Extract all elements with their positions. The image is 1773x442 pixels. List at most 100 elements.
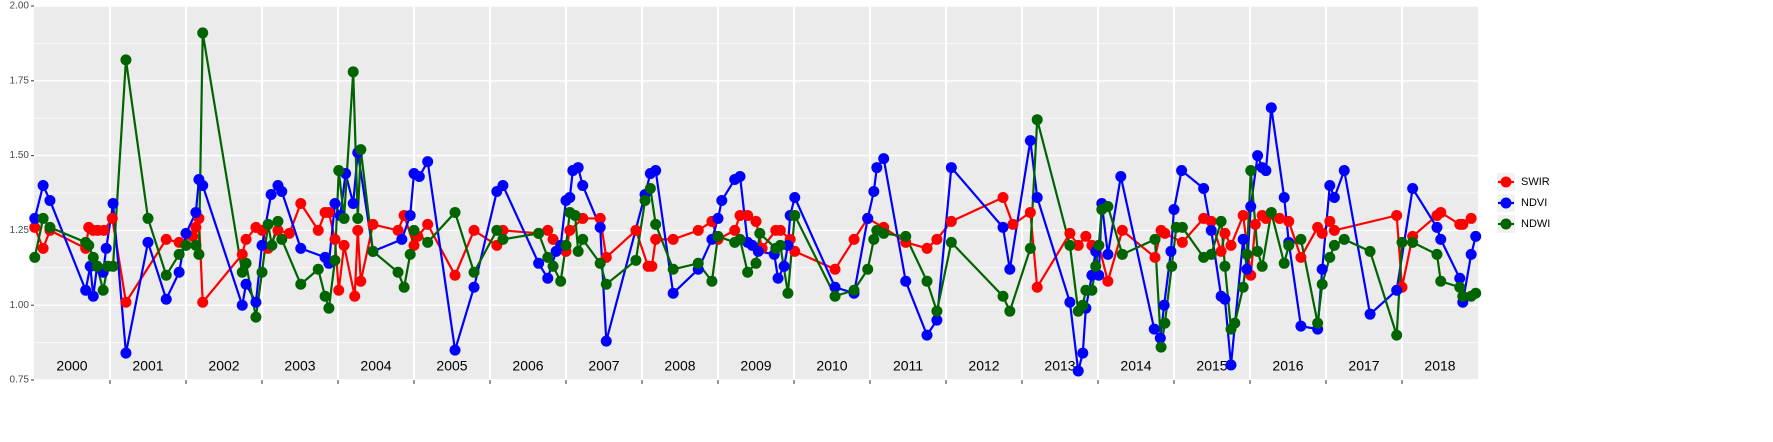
data-point [1176, 221, 1188, 233]
data-point [1064, 239, 1076, 251]
data-point [190, 206, 202, 218]
data-point [1031, 114, 1043, 126]
data-point [789, 191, 801, 203]
data-point [355, 144, 367, 156]
data-point [900, 275, 912, 287]
data-point [37, 242, 49, 254]
y-tick-label: 1.75 [10, 75, 30, 86]
data-point [667, 263, 679, 275]
data-point [91, 260, 103, 272]
data-point [997, 191, 1009, 203]
data-point [1245, 200, 1257, 212]
year-label: 2009 [740, 358, 771, 374]
data-point [1454, 281, 1466, 293]
data-point [1457, 290, 1469, 302]
data-point [997, 221, 1009, 233]
year-label: 2006 [512, 358, 543, 374]
data-point [180, 227, 192, 239]
data-point [272, 224, 284, 236]
data-point [352, 212, 364, 224]
data-point [564, 224, 576, 236]
y-tick-label: 1.25 [10, 225, 30, 236]
data-point [1093, 239, 1105, 251]
data-point [497, 180, 509, 192]
data-point [542, 272, 554, 284]
data-point [1102, 248, 1114, 260]
year-label: 2016 [1272, 358, 1303, 374]
data-point [630, 254, 642, 266]
data-point [1159, 227, 1171, 239]
data-point [1283, 239, 1295, 251]
data-point [1278, 257, 1290, 269]
data-point [734, 209, 746, 221]
data-point [1225, 239, 1237, 251]
data-point [742, 209, 754, 221]
data-point [1219, 227, 1231, 239]
year-label: 2018 [1424, 358, 1455, 374]
data-point [848, 233, 860, 245]
data-point [1391, 209, 1403, 221]
data-point [829, 263, 841, 275]
data-point [1004, 263, 1016, 275]
data-point [1241, 263, 1253, 275]
data-point [236, 299, 248, 311]
data-point [29, 221, 41, 233]
data-point [160, 293, 172, 305]
data-point [408, 224, 420, 236]
data-point [1102, 200, 1114, 212]
data-point [333, 284, 345, 296]
data-point [1252, 245, 1264, 257]
data-point [338, 212, 350, 224]
data-point [931, 233, 943, 245]
data-point [1396, 236, 1408, 248]
data-point [250, 296, 262, 308]
data-point [236, 266, 248, 278]
data-point [650, 165, 662, 177]
data-point [945, 215, 957, 227]
data-point [577, 180, 589, 192]
data-point [564, 191, 576, 203]
data-point [1328, 191, 1340, 203]
data-point [283, 227, 295, 239]
data-point [240, 233, 252, 245]
data-point [752, 245, 764, 257]
data-point [329, 254, 341, 266]
data-point [44, 221, 56, 233]
data-point [408, 239, 420, 251]
data-point [404, 248, 416, 260]
data-point [716, 194, 728, 206]
data-point [193, 248, 205, 260]
data-point [266, 239, 278, 251]
data-point [398, 281, 410, 293]
data-point [197, 27, 209, 39]
data-point [750, 215, 762, 227]
data-point [1024, 242, 1036, 254]
data-point [190, 221, 202, 233]
data-point [650, 218, 662, 230]
data-point [295, 242, 307, 254]
data-point [1324, 180, 1336, 192]
data-point [742, 266, 754, 278]
data-point [650, 233, 662, 245]
data-point [1072, 365, 1084, 377]
data-point [44, 194, 56, 206]
data-point [542, 224, 554, 236]
data-point [256, 266, 268, 278]
year-label: 2007 [588, 358, 619, 374]
data-point [1364, 308, 1376, 320]
data-point [1316, 263, 1328, 275]
data-point [1158, 299, 1170, 311]
data-point [392, 224, 404, 236]
data-point [692, 257, 704, 269]
data-point [83, 239, 95, 251]
data-point [1470, 230, 1482, 242]
data-point [1237, 209, 1249, 221]
data-point [319, 290, 331, 302]
data-point [569, 209, 581, 221]
data-point [468, 224, 480, 236]
data-point [594, 257, 606, 269]
data-point [120, 347, 132, 359]
data-point [312, 263, 324, 275]
data-point [594, 221, 606, 233]
